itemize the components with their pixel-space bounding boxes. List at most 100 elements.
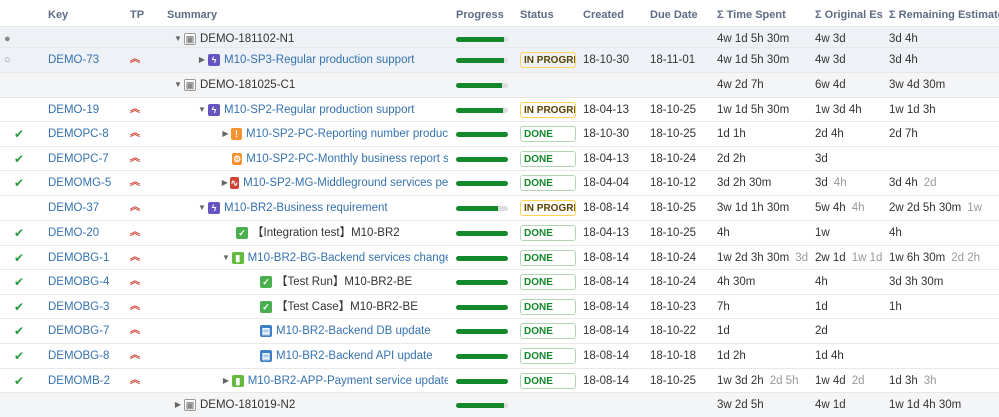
status-badge[interactable]: DONE: [520, 299, 576, 315]
status-badge[interactable]: IN PROGRESS: [520, 102, 576, 118]
status-badge[interactable]: IN PROGRESS: [520, 52, 576, 68]
summary-text[interactable]: M10-BR2-Backend DB update: [276, 325, 431, 337]
table-row[interactable]: ○ DEMO-73 ︽ ▶ ϟ M10-SP3-Regular producti…: [0, 47, 999, 72]
collapse-caret-icon[interactable]: ▼: [221, 253, 230, 262]
time-spent: 4w 1d 5h 30m: [717, 33, 790, 45]
header-tp[interactable]: TP: [130, 9, 145, 21]
time-spent: 2d 2h: [717, 153, 746, 165]
status-badge[interactable]: DONE: [520, 175, 576, 191]
header-status[interactable]: Status: [520, 9, 554, 21]
header-remaining-estimate[interactable]: Σ Remaining Estimate: [889, 9, 999, 21]
issue-key-link[interactable]: DEMOMG-5: [48, 177, 112, 189]
original-estimate: 6w 4d: [815, 79, 846, 91]
status-badge[interactable]: DONE: [520, 323, 576, 339]
issue-key-link[interactable]: DEMOBG-7: [48, 325, 110, 337]
table-row[interactable]: DEMO-37 ︽ ▼ ϟ M10-BR2-Business requireme…: [0, 195, 999, 220]
issue-key-link[interactable]: DEMOBG-8: [48, 350, 110, 362]
summary-text[interactable]: M10-BR2-BG-Backend services change: [247, 252, 448, 264]
table-row[interactable]: ✔ DEMOBG-7 ︽ ▤ M10-BR2-Backend DB update…: [0, 318, 999, 343]
issue-key-link[interactable]: DEMOBG-3: [48, 301, 110, 313]
table-row[interactable]: ✔ DEMOPC-7 ︽ ⚙ M10-SP2-PC-Monthly busine…: [0, 146, 999, 171]
issue-key-link[interactable]: DEMOBG-1: [48, 252, 110, 264]
summary-text[interactable]: M10-SP2-MG-Middleground services perform…: [243, 177, 448, 189]
table-row[interactable]: DEMO-19 ︽ ▼ ϟ M10-SP2-Regular production…: [0, 97, 999, 122]
table-row[interactable]: ▶ ▣ DEMO-181019-N2 3w 2d 5h 4w 1d 1w 1d …: [0, 392, 999, 417]
summary-text[interactable]: M10-BR2-APP-Payment service update: [247, 375, 448, 387]
time-spent: 4w 1d 5h 30m: [717, 54, 790, 66]
table-row[interactable]: ✔ DEMOBG-8 ︽ ▤ M10-BR2-Backend API updat…: [0, 343, 999, 368]
expand-caret-icon[interactable]: ▶: [222, 376, 229, 385]
priority-high-icon: ︽: [130, 104, 140, 115]
time-spent: 1w 1d 5h 30m: [717, 104, 790, 116]
status-badge[interactable]: DONE: [520, 274, 576, 290]
issue-key-link[interactable]: DEMO-19: [48, 104, 100, 116]
collapse-caret-icon[interactable]: ▼: [174, 34, 182, 43]
summary-text[interactable]: M10-SP2-PC-Monthly business report suppo…: [246, 153, 448, 165]
original-estimate: 1w: [815, 227, 830, 239]
summary-text[interactable]: M10-BR2-Business requirement: [224, 202, 388, 214]
expand-caret-icon[interactable]: ▶: [198, 55, 206, 64]
done-check-icon: ✔: [14, 176, 25, 190]
status-badge[interactable]: DONE: [520, 348, 576, 364]
done-check-icon: ✔: [14, 152, 25, 166]
status-badge[interactable]: DONE: [520, 225, 576, 241]
table-row[interactable]: ✔ DEMO-20 ︽ ✓ 【Integration test】M10-BR2 …: [0, 220, 999, 245]
expand-caret-icon[interactable]: ▶: [174, 400, 182, 409]
priority-high-icon: ︽: [130, 177, 140, 188]
header-original-estimate[interactable]: Σ Original Es: [815, 9, 883, 21]
status-badge[interactable]: DONE: [520, 250, 576, 266]
table-row[interactable]: ✔ DEMOBG-4 ︽ ✓ 【Test Run】M10-BR2-BE DONE…: [0, 269, 999, 294]
issue-key-link[interactable]: DEMOMB-2: [48, 375, 110, 387]
collapse-caret-icon[interactable]: ▼: [198, 203, 206, 212]
table-row[interactable]: ● ▼ ▣ DEMO-181102-N1 4w 1d 5h 30m 4w 3d …: [0, 26, 999, 51]
header-key[interactable]: Key: [48, 9, 69, 21]
issue-key-link[interactable]: DEMO-73: [48, 54, 100, 66]
summary-text[interactable]: M10-SP2-Regular production support: [224, 104, 415, 116]
created-date: 18-04-04: [583, 177, 630, 189]
status-badge[interactable]: DONE: [520, 373, 576, 389]
remaining-estimate: 3w 4d 30m: [889, 79, 946, 91]
table-row[interactable]: ✔ DEMOBG-3 ︽ ✓ 【Test Case】M10-BR2-BE DON…: [0, 294, 999, 319]
issue-key-link[interactable]: DEMOPC-8: [48, 128, 109, 140]
header-summary[interactable]: Summary: [167, 9, 218, 21]
progress-bar: [456, 83, 508, 88]
expand-caret-icon[interactable]: ▶: [221, 178, 228, 187]
summary-text[interactable]: DEMO-181025-C1: [200, 79, 296, 91]
summary-text[interactable]: 【Test Case】M10-BR2-BE: [276, 301, 418, 313]
summary-text[interactable]: M10-SP3-Regular production support: [224, 54, 415, 66]
created-date: 18-08-14: [583, 325, 630, 337]
issue-key-link[interactable]: DEMOPC-7: [48, 153, 109, 165]
status-badge[interactable]: DONE: [520, 126, 576, 142]
issue-key-link[interactable]: DEMOBG-4: [48, 276, 110, 288]
table-row[interactable]: ✔ DEMOPC-8 ︽ ▶ ! M10-SP2-PC-Reporting nu…: [0, 121, 999, 146]
checkbox-icon: ✓: [236, 227, 248, 239]
time-spent: 1d 2h: [717, 350, 746, 362]
summary-text[interactable]: 【Integration test】M10-BR2: [252, 227, 400, 239]
table-row[interactable]: ✔ DEMOMG-5 ︽ ▶ ∿ M10-SP2-MG-Middleground…: [0, 170, 999, 195]
status-badge[interactable]: DONE: [520, 151, 576, 167]
original-estimate: 1d: [815, 301, 828, 313]
status-badge[interactable]: IN PROGRESS: [520, 200, 576, 216]
progress-bar: [456, 231, 508, 236]
issue-key-link[interactable]: DEMO-20: [48, 227, 100, 239]
expand-caret-icon[interactable]: ▶: [222, 129, 229, 138]
header-due[interactable]: Due Date: [650, 9, 698, 21]
remaining-estimate: 1w 1d 4h 30m: [889, 399, 962, 411]
collapse-caret-icon[interactable]: ▼: [198, 105, 206, 114]
issue-key-link[interactable]: DEMO-37: [48, 202, 100, 214]
summary-text[interactable]: DEMO-181102-N1: [200, 33, 295, 45]
summary-text[interactable]: DEMO-181019-N2: [200, 399, 296, 411]
collapse-caret-icon[interactable]: ▼: [174, 80, 182, 89]
table-row[interactable]: ✔ DEMOMB-2 ︽ ▶ ▮ M10-BR2-APP-Payment ser…: [0, 368, 999, 393]
summary-text[interactable]: 【Test Run】M10-BR2-BE: [276, 276, 413, 288]
header-progress[interactable]: Progress: [456, 9, 504, 21]
row-radio-icon[interactable]: ○: [4, 54, 11, 66]
header-created[interactable]: Created: [583, 9, 624, 21]
table-row[interactable]: ▼ ▣ DEMO-181025-C1 4w 2d 7h 6w 4d 3w 4d …: [0, 72, 999, 97]
summary-text[interactable]: M10-SP2-PC-Reporting number production: [246, 128, 448, 140]
due-date: 18-10-24: [650, 153, 697, 165]
header-time-spent[interactable]: Σ Time Spent: [717, 9, 786, 21]
summary-text[interactable]: M10-BR2-Backend API update: [276, 350, 433, 362]
priority-high-icon: ︽: [130, 301, 140, 312]
table-row[interactable]: ✔ DEMOBG-1 ︽ ▼ ▮ M10-BR2-BG-Backend serv…: [0, 245, 999, 270]
